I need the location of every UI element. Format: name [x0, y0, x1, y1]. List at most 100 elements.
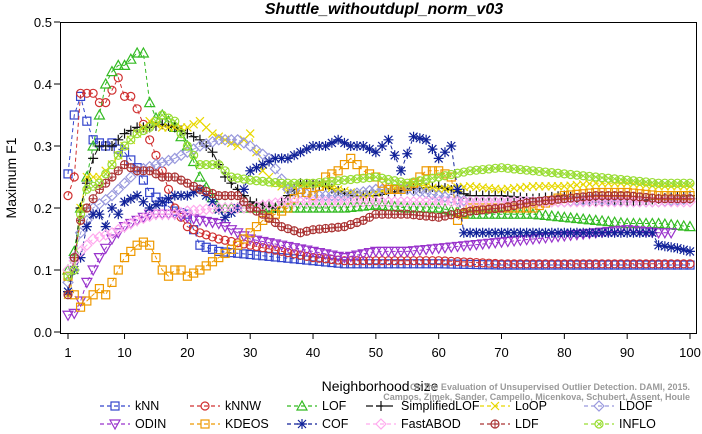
data-point-kdeos	[101, 290, 111, 300]
data-point-odin	[206, 217, 219, 229]
data-point-cof	[515, 227, 526, 238]
data-point-knnw	[591, 259, 601, 269]
legend-label: COF	[322, 417, 349, 431]
legend-marker	[110, 401, 120, 411]
data-point-knnw	[339, 256, 350, 266]
data-point-cof	[666, 242, 677, 253]
data-point-knn	[214, 246, 224, 256]
data-point-knn	[145, 187, 155, 198]
data-point-simplifiedlof	[226, 178, 237, 189]
legend-marker	[376, 401, 386, 411]
data-point-cof	[609, 227, 620, 238]
data-point-odin	[93, 253, 106, 264]
data-point-kdeos	[132, 240, 142, 250]
data-point-knnw	[603, 259, 613, 269]
data-point-lof	[482, 207, 495, 219]
data-point-odin	[376, 246, 389, 258]
data-point-fastabod	[62, 264, 74, 276]
data-point-lof	[583, 213, 596, 225]
data-point-cof	[100, 221, 111, 232]
data-point-inflo	[195, 160, 205, 170]
data-point-loop	[208, 129, 217, 139]
data-point-kdeos	[383, 184, 394, 194]
data-point-odin	[426, 244, 439, 256]
data-point-lof	[589, 214, 602, 225]
data-point-knnw	[540, 259, 551, 269]
data-point-fastabod	[143, 210, 156, 223]
x-tick-label: 100	[679, 345, 701, 360]
legend-marker	[200, 401, 210, 411]
data-point-odin	[489, 238, 502, 249]
data-point-knnw	[509, 259, 519, 269]
data-point-knnw	[283, 248, 293, 258]
data-point-lof	[533, 208, 546, 220]
x-tick-label: 10	[117, 345, 131, 360]
data-point-kdeos	[251, 222, 262, 232]
data-point-cof	[270, 153, 281, 164]
data-point-cof	[213, 204, 224, 215]
data-point-cof	[672, 243, 683, 254]
data-point-kdeos	[126, 246, 136, 256]
data-point-knnw	[251, 241, 262, 252]
series-line-fastabod	[67, 201, 690, 271]
data-point-knn	[239, 249, 249, 259]
data-point-kdeos	[308, 191, 318, 201]
data-point-inflo	[622, 175, 632, 185]
data-point-cof	[685, 246, 695, 257]
legend-item-ldof: LDOF	[584, 399, 653, 413]
data-point-ldof	[118, 177, 131, 190]
data-point-odin	[369, 246, 382, 258]
data-point-knnw	[434, 256, 444, 266]
data-point-cof	[81, 221, 92, 232]
legend-label: LDF	[515, 417, 539, 431]
data-point-inflo	[151, 116, 161, 126]
x-tick-label: 60	[431, 345, 445, 360]
data-point-cof	[452, 184, 463, 195]
data-point-knnw	[94, 97, 105, 108]
data-point-cof	[238, 184, 249, 195]
data-point-odin	[658, 228, 671, 240]
data-point-knnw	[421, 256, 431, 266]
data-point-cof	[603, 227, 614, 238]
data-point-ldf	[88, 194, 98, 204]
data-point-inflo	[176, 129, 186, 139]
data-point-odin	[87, 265, 100, 277]
data-point-knnw	[628, 259, 639, 269]
data-point-knnw	[302, 251, 312, 261]
data-point-cof	[138, 196, 149, 207]
data-point-kdeos	[182, 271, 192, 281]
series-loop	[63, 116, 695, 300]
data-point-cof	[257, 159, 268, 170]
data-point-odin	[457, 241, 470, 253]
legend-label: SimplifiedLOF	[401, 399, 480, 413]
data-point-ldof	[351, 187, 363, 199]
data-point-knnw	[201, 230, 211, 240]
data-point-knnw	[195, 228, 205, 238]
data-point-loop	[245, 129, 255, 139]
data-point-inflo	[63, 271, 73, 281]
data-point-odin	[105, 234, 118, 246]
data-point-knnw	[471, 257, 481, 268]
data-point-knnw	[452, 257, 463, 267]
data-point-cof	[339, 137, 350, 148]
data-point-lof	[350, 200, 364, 212]
data-point-knnw	[289, 249, 299, 259]
data-point-cof	[521, 227, 532, 238]
watermark-line-1: On the Evaluation of Unsupervised Outlie…	[410, 382, 690, 392]
data-point-kdeos	[421, 166, 431, 176]
data-point-inflo	[101, 169, 111, 179]
data-point-cof	[628, 227, 639, 238]
data-point-kdeos	[402, 181, 412, 191]
data-point-loop	[82, 172, 92, 182]
data-point-cof	[326, 137, 337, 148]
data-point-knnw	[352, 256, 362, 266]
data-point-lof	[344, 201, 357, 212]
data-point-cof	[150, 199, 161, 210]
data-point-cof	[94, 209, 105, 220]
data-point-inflo	[672, 178, 683, 188]
data-point-lof	[300, 201, 313, 213]
data-point-inflo	[283, 178, 293, 188]
data-point-cof	[471, 227, 482, 238]
x-tick-label: 80	[557, 345, 571, 360]
data-point-lof	[608, 216, 621, 227]
